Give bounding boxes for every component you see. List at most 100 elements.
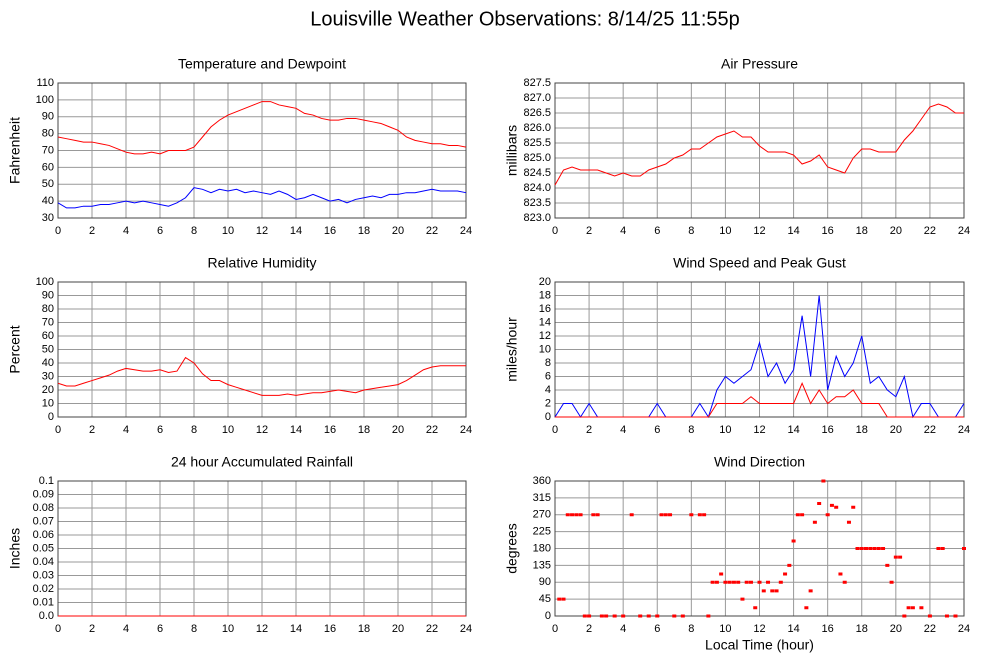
- panel-title: Air Pressure: [721, 56, 798, 72]
- y-axis-label: millibars: [504, 125, 520, 176]
- x-tick-label: 20: [392, 424, 404, 436]
- data-point: [719, 572, 724, 576]
- x-tick-label: 24: [460, 225, 472, 237]
- y-tick-label: 90: [42, 289, 54, 301]
- y-tick-label: 360: [533, 475, 551, 487]
- data-point: [766, 580, 771, 584]
- y-tick-label: 225: [533, 526, 551, 538]
- y-tick-label: 0.02: [33, 583, 54, 595]
- x-tick-label: 12: [256, 424, 268, 436]
- y-tick-label: 70: [42, 144, 54, 156]
- y-tick-label: 16: [539, 303, 551, 315]
- x-tick-label: 18: [856, 623, 868, 635]
- y-tick-label: 823.0: [523, 212, 551, 224]
- data-point: [646, 614, 651, 618]
- y-tick-label: 70: [42, 316, 54, 328]
- data-point: [663, 513, 668, 517]
- y-tick-label: 0: [545, 411, 551, 423]
- data-point: [604, 614, 609, 618]
- data-point: [881, 547, 886, 550]
- data-line: [554, 103, 964, 186]
- x-tick-label: 22: [924, 424, 936, 436]
- y-tick-label: 40: [42, 195, 54, 207]
- data-point: [655, 614, 660, 618]
- data-point: [570, 513, 575, 517]
- y-tick-label: 827.5: [523, 77, 551, 89]
- x-tick-label: 6: [157, 225, 163, 237]
- y-axis-label: Inches: [7, 528, 23, 569]
- x-tick-label: 8: [688, 225, 694, 237]
- x-tick-label: 6: [157, 424, 163, 436]
- y-axis-label: Fahrenheit: [7, 117, 23, 184]
- x-tick-label: 0: [552, 424, 558, 436]
- panel-title: Relative Humidity: [208, 255, 317, 271]
- x-tick-label: 8: [191, 623, 197, 635]
- data-point: [812, 520, 817, 524]
- data-point: [872, 547, 877, 550]
- data-point: [753, 606, 758, 610]
- data-point: [821, 479, 826, 483]
- y-tick-label: 20: [42, 384, 54, 396]
- panel-title: Wind Direction: [714, 454, 805, 470]
- x-tick-label: 14: [290, 623, 302, 635]
- y-axis-label: degrees: [504, 523, 520, 574]
- data-point: [599, 614, 604, 618]
- x-tick-label: 2: [89, 623, 95, 635]
- x-tick-label: 6: [157, 623, 163, 635]
- plot-frame: [554, 82, 965, 219]
- data-point: [808, 589, 813, 593]
- y-tick-label: 0: [48, 411, 54, 423]
- data-point: [910, 606, 915, 610]
- x-tick-label: 18: [856, 225, 868, 237]
- x-tick-label: 22: [426, 623, 438, 635]
- x-tick-label: 16: [822, 623, 834, 635]
- y-tick-label: 827.0: [523, 92, 551, 104]
- x-tick-label: 2: [586, 225, 592, 237]
- x-tick-label: 6: [654, 225, 660, 237]
- x-tick-label: 16: [324, 424, 336, 436]
- x-tick-label: 16: [822, 424, 834, 436]
- x-tick-label: 4: [620, 424, 626, 436]
- data-point: [885, 563, 890, 567]
- x-tick-label: 2: [586, 623, 592, 635]
- data-point: [829, 503, 834, 507]
- y-tick-label: 0: [545, 610, 551, 622]
- x-tick-label: 14: [787, 225, 799, 237]
- data-point: [962, 547, 966, 550]
- y-tick-label: 0.05: [33, 542, 54, 554]
- x-tick-label: 24: [958, 623, 970, 635]
- data-point: [876, 547, 881, 550]
- data-point: [668, 513, 673, 517]
- y-tick-label: 30: [42, 212, 54, 224]
- y-tick-label: 12: [539, 330, 551, 342]
- y-tick-label: 80: [42, 303, 54, 315]
- y-tick-label: 180: [533, 542, 551, 554]
- data-point: [834, 505, 839, 509]
- data-point: [612, 614, 617, 618]
- x-tick-label: 4: [123, 424, 129, 436]
- x-tick-label: 10: [719, 623, 731, 635]
- data-point: [761, 589, 766, 593]
- x-tick-label: 0: [552, 623, 558, 635]
- x-tick-label: 6: [654, 424, 660, 436]
- plot-frame: [57, 82, 467, 219]
- x-tick-label: 20: [890, 225, 902, 237]
- data-line: [555, 381, 964, 418]
- y-tick-label: 823.5: [523, 197, 551, 209]
- x-tick-label: 0: [55, 623, 61, 635]
- y-axis-label: Percent: [7, 325, 23, 373]
- x-tick-label: 20: [890, 424, 902, 436]
- x-tick-label: 18: [358, 424, 370, 436]
- data-point: [659, 513, 664, 517]
- data-point: [838, 572, 843, 576]
- data-point: [859, 547, 864, 550]
- x-tick-label: 10: [719, 225, 731, 237]
- data-point: [940, 547, 945, 550]
- y-tick-label: 2: [545, 397, 551, 409]
- data-point: [621, 614, 626, 618]
- data-point: [672, 614, 677, 618]
- y-tick-label: 825.5: [523, 137, 551, 149]
- data-point: [902, 614, 907, 618]
- y-tick-label: 270: [533, 509, 551, 521]
